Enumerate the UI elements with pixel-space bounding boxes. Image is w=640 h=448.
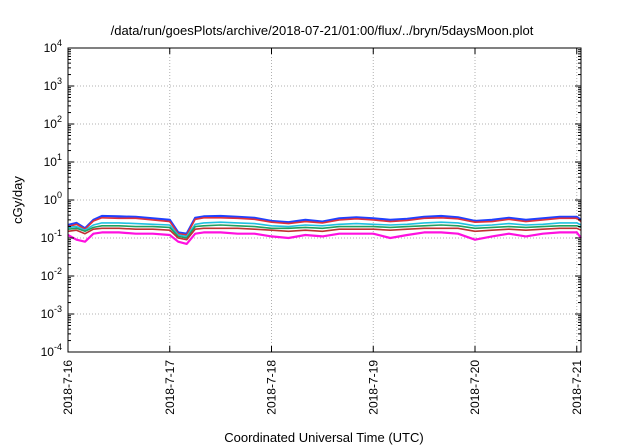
- series-line-1: [67, 214, 582, 235]
- ticks: [67, 47, 581, 353]
- x-tick-label: 2018-7-17: [163, 360, 177, 415]
- series-line-6: [67, 231, 582, 245]
- chart-title: /data/run/goesPlots/archive/2018-07-21/0…: [111, 23, 534, 38]
- y-tick-label: 10-2: [41, 266, 62, 283]
- x-tick-label: 2018-7-18: [265, 360, 279, 415]
- plot-frame: [67, 47, 582, 353]
- y-tick-label: 102: [44, 114, 62, 131]
- y-tick-label: 10-4: [41, 342, 62, 359]
- x-tick-label: 2018-7-16: [61, 360, 75, 415]
- y-tick-label: 10-1: [41, 228, 62, 245]
- x-tick-label: 2018-7-20: [468, 360, 482, 415]
- x-tick-label: 2018-7-19: [366, 360, 380, 415]
- y-tick-label: 103: [44, 76, 62, 93]
- series-line-2: [67, 217, 582, 236]
- x-axis-label: Coordinated Universal Time (UTC): [224, 430, 423, 445]
- series-line-4: [67, 224, 582, 239]
- x-tick-labels: 2018-7-16 2018-7-17 2018-7-18 2018-7-19 2018…: [61, 360, 584, 415]
- y-tick-label: 10-3: [41, 304, 62, 321]
- grid: [68, 48, 581, 352]
- series-line-5: [67, 227, 582, 241]
- series-line-3: [67, 221, 582, 238]
- y-tick-label: 101: [44, 152, 62, 169]
- series-group: [67, 214, 582, 245]
- y-axis-label: cGy/day: [10, 176, 25, 224]
- y-tick-labels: 10-4 10-3 10-2 10-1 100 101 102 103 104: [41, 38, 62, 359]
- x-tick-label: 2018-7-21: [570, 360, 584, 415]
- y-tick-label: 104: [44, 38, 62, 55]
- y-tick-label: 100: [44, 190, 62, 207]
